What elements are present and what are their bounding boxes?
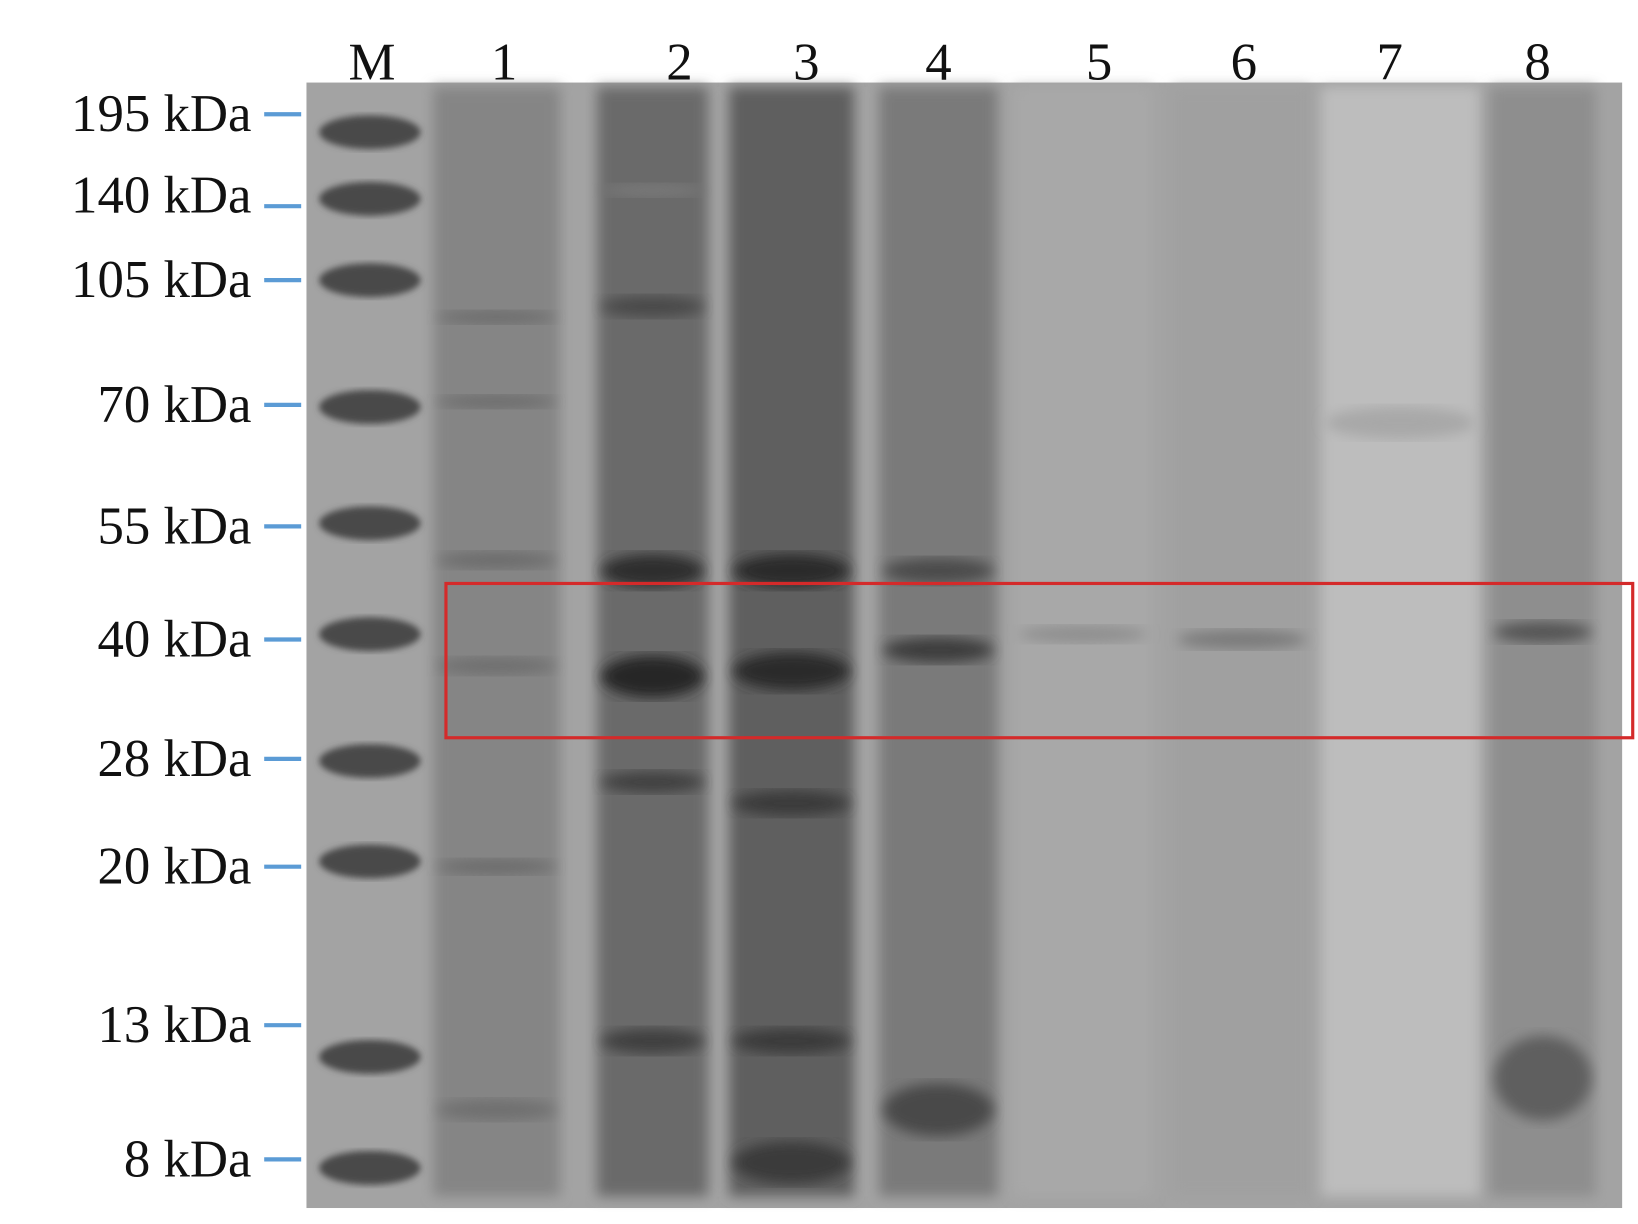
lane-label: 8	[1524, 33, 1550, 91]
marker-label: 8 kDa	[124, 1130, 252, 1188]
marker-band	[319, 506, 421, 541]
gel-bands	[319, 115, 1592, 1185]
protein-band	[437, 859, 556, 875]
protein-band	[437, 551, 556, 569]
marker-label: 40 kDa	[97, 610, 251, 668]
protein-band	[733, 553, 850, 588]
marker-band	[319, 115, 421, 150]
protein-band	[437, 1099, 556, 1121]
protein-band	[601, 296, 704, 318]
marker-label: 20 kDa	[97, 838, 251, 896]
protein-band	[733, 1141, 850, 1184]
lane-3	[729, 86, 854, 1197]
protein-band	[1177, 629, 1307, 649]
lane-label: 5	[1086, 33, 1112, 91]
marker-band	[319, 744, 421, 778]
marker-label: 28 kDa	[97, 730, 251, 788]
highlight-box	[444, 581, 1635, 740]
marker-label: 140 kDa	[71, 167, 251, 225]
protein-band	[437, 395, 556, 409]
marker-band	[319, 844, 421, 879]
lane-label: 3	[793, 33, 819, 91]
marker-band	[319, 1150, 421, 1185]
marker-label: 13 kDa	[97, 996, 251, 1054]
protein-band	[437, 657, 556, 675]
lane-label: 2	[666, 33, 692, 91]
protein-band	[883, 1083, 994, 1137]
protein-band	[1494, 621, 1592, 643]
protein-band	[883, 637, 994, 663]
marker-band	[319, 390, 421, 424]
marker-band	[319, 263, 421, 298]
protein-band	[437, 310, 556, 324]
protein-band	[601, 184, 704, 197]
lane-label: 4	[925, 33, 951, 91]
lane-label: M	[348, 33, 395, 91]
protein-band	[601, 655, 704, 698]
gel-lanes	[433, 86, 1596, 1197]
protein-band	[601, 553, 704, 588]
lane-7	[1320, 86, 1480, 1197]
lane-label: 1	[491, 33, 517, 91]
marker-label: 55 kDa	[97, 497, 251, 555]
protein-band	[883, 558, 994, 584]
lane-label: 7	[1376, 33, 1402, 91]
marker-label: 195 kDa	[71, 85, 251, 143]
marker-band	[319, 617, 421, 652]
protein-band	[1494, 1035, 1592, 1121]
protein-band	[601, 771, 704, 793]
lane-1	[433, 86, 561, 1197]
lane-label: 6	[1231, 33, 1257, 91]
protein-band	[1325, 406, 1476, 439]
marker-labels: 195 kDa 140 kDa 105 kDa 70 kDa 55 kDa 40 kDa 2…	[71, 85, 302, 1188]
lane-2	[597, 86, 709, 1197]
marker-band	[319, 181, 421, 216]
marker-band	[319, 1039, 421, 1074]
marker-label: 105 kDa	[71, 251, 251, 309]
protein-band	[1018, 625, 1148, 643]
marker-label: 70 kDa	[97, 376, 251, 434]
lane-labels: M 1 2 3 4 5 6 7 8	[348, 33, 1550, 91]
protein-band	[733, 652, 850, 691]
protein-band	[601, 1028, 704, 1054]
protein-band	[733, 790, 850, 816]
protein-band	[733, 1028, 850, 1054]
